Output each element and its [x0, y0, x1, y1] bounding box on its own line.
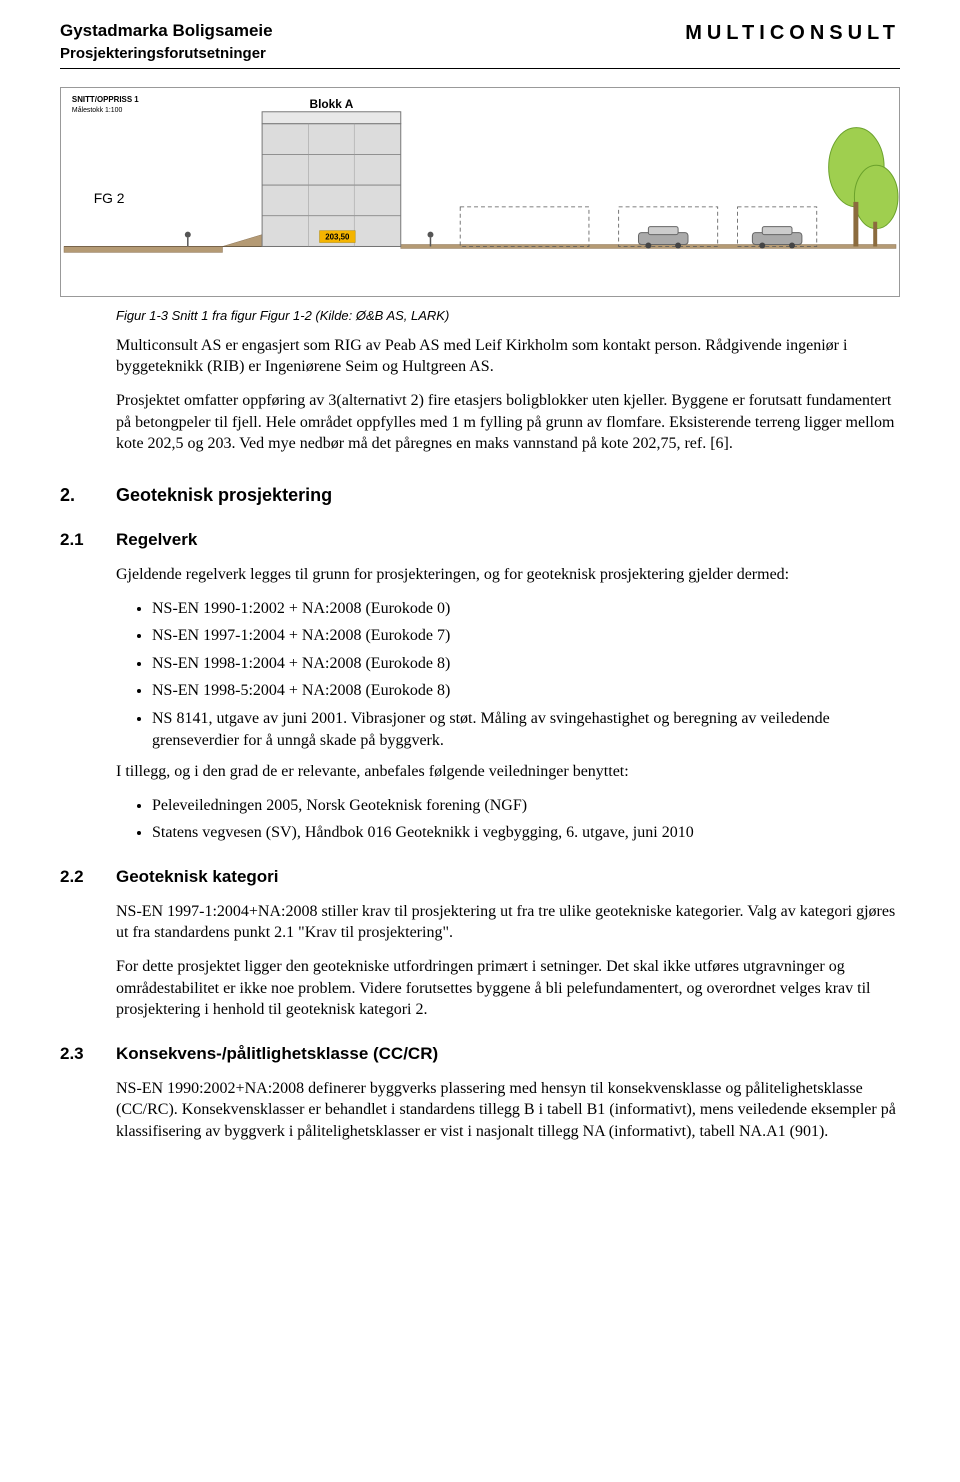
bullet-item: NS-EN 1998-5:2004 + NA:2008 (Eurokode 8) [152, 680, 900, 702]
fig-trunk-1 [853, 202, 858, 247]
sec-2-2-p1: NS-EN 1997-1:2004+NA:2008 stiller krav t… [116, 901, 900, 944]
sec-2-title: Geoteknisk prosjektering [116, 483, 332, 507]
sec-2-2-num: 2.2 [60, 866, 116, 889]
sec-2-1-bullets-1: NS-EN 1990-1:2002 + NA:2008 (Eurokode 0)… [116, 598, 900, 752]
content: Figur 1-3 Snitt 1 fra figur Figur 1-2 (K… [60, 307, 900, 455]
section-2-2-header: 2.2 Geoteknisk kategori [60, 866, 900, 889]
sec-2-2-title: Geoteknisk kategori [116, 866, 279, 889]
sec-2-1-p1: Gjeldende regelverk legges til grunn for… [116, 564, 900, 586]
intro-para-1: Multiconsult AS er engasjert som RIG av … [116, 335, 900, 378]
sec-2-num: 2. [60, 483, 116, 507]
brand-logo: MULTICONSULT [685, 20, 900, 47]
figure-caption: Figur 1-3 Snitt 1 fra figur Figur 1-2 (K… [116, 307, 900, 325]
fig-roof [262, 112, 401, 124]
fig-person-1 [185, 232, 191, 247]
intro-para-2: Prosjektet omfatter oppføring av 3(alter… [116, 390, 900, 455]
bullet-item: NS-EN 1998-1:2004 + NA:2008 (Eurokode 8) [152, 653, 900, 675]
bullet-item: Peleveiledningen 2005, Norsk Geoteknisk … [152, 795, 900, 817]
fig-carport-1 [460, 207, 589, 247]
sec-2-1-num: 2.1 [60, 529, 116, 552]
section-2: 2. Geoteknisk prosjektering [60, 483, 900, 507]
fig-block-label: Blokk A [310, 97, 354, 111]
section-2-header: 2. Geoteknisk prosjektering [60, 483, 900, 507]
bullet-item: Statens vegvesen (SV), Håndbok 016 Geote… [152, 822, 900, 844]
page-header: Gystadmarka Boligsameie Prosjekteringsfo… [60, 20, 900, 69]
fig-tree-2 [854, 165, 898, 228]
section-2-2: 2.2 Geoteknisk kategori NS-EN 1997-1:200… [60, 866, 900, 1021]
sec-2-1-p2: I tillegg, og i den grad de er relevante… [116, 761, 900, 783]
sec-2-3-title: Konsekvens-/pålitlighetsklasse (CC/CR) [116, 1043, 438, 1066]
fig-level-text: 203,50 [325, 233, 350, 242]
fig-small-a: SNITT/OPPRISS 1 [72, 95, 139, 104]
fig-fg-label: FG 2 [94, 190, 125, 206]
section-2-3-body: NS-EN 1990:2002+NA:2008 definerer byggve… [60, 1078, 900, 1143]
section-2-1: 2.1 Regelverk Gjeldende regelverk legges… [60, 529, 900, 844]
section-2-3: 2.3 Konsekvens-/pålitlighetsklasse (CC/C… [60, 1043, 900, 1143]
section-2-2-body: NS-EN 1997-1:2004+NA:2008 stiller krav t… [60, 901, 900, 1021]
section-2-1-header: 2.1 Regelverk [60, 529, 900, 552]
page: Gystadmarka Boligsameie Prosjekteringsfo… [0, 0, 960, 1195]
fig-small-b: Målestokk 1:100 [72, 106, 123, 114]
section-2-3-header: 2.3 Konsekvens-/pålitlighetsklasse (CC/C… [60, 1043, 900, 1066]
section-svg: SNITT/OPPRISS 1 Målestokk 1:100 Blokk A … [61, 88, 899, 296]
bullet-item: NS 8141, utgave av juni 2001. Vibrasjone… [152, 708, 900, 751]
fig-ramp [222, 235, 262, 247]
sec-2-1-bullets-2: Peleveiledningen 2005, Norsk Geoteknisk … [116, 795, 900, 844]
fig-trunk-2 [873, 222, 877, 247]
header-left: Gystadmarka Boligsameie Prosjekteringsfo… [60, 20, 273, 64]
section-drawing: SNITT/OPPRISS 1 Målestokk 1:100 Blokk A … [60, 87, 900, 297]
sec-2-3-p1: NS-EN 1990:2002+NA:2008 definerer byggve… [116, 1078, 900, 1143]
sec-2-2-p2: For dette prosjektet ligger den geotekni… [116, 956, 900, 1021]
header-subtitle: Prosjekteringsforutsetninger [60, 44, 273, 64]
bullet-item: NS-EN 1997-1:2004 + NA:2008 (Eurokode 7) [152, 625, 900, 647]
bullet-item: NS-EN 1990-1:2002 + NA:2008 (Eurokode 0) [152, 598, 900, 620]
sec-2-1-title: Regelverk [116, 529, 197, 552]
section-2-1-body: Gjeldende regelverk legges til grunn for… [60, 564, 900, 844]
fig-ground-left [64, 247, 222, 253]
sec-2-3-num: 2.3 [60, 1043, 116, 1066]
header-title: Gystadmarka Boligsameie [60, 20, 273, 43]
